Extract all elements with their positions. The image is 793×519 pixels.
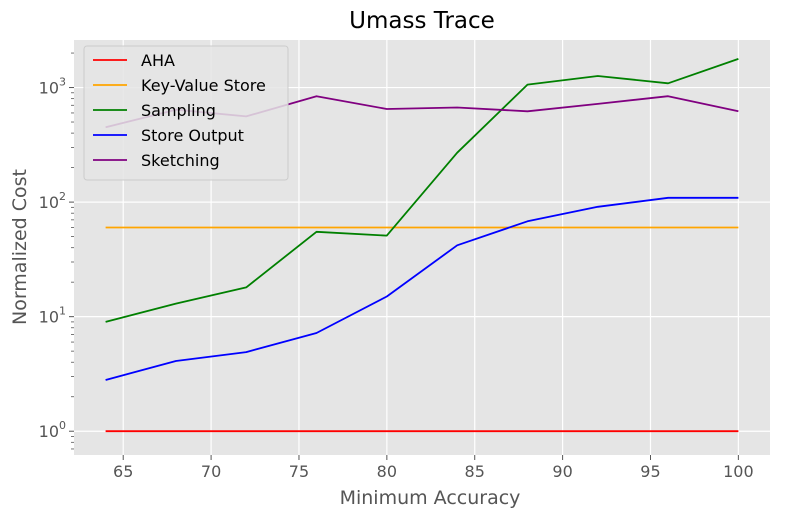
y-tick-label: 103: [39, 76, 66, 98]
x-tick-label: 95: [640, 462, 660, 481]
series-line-sampling: [105, 58, 739, 323]
legend-label-store-output: Store Output: [141, 126, 244, 145]
legend-label-sketching: Sketching: [141, 151, 220, 170]
y-tick-label: 101: [39, 305, 66, 327]
x-tick-label: 75: [289, 462, 309, 481]
y-axis-ticks: 100 101 102 103: [39, 52, 74, 450]
x-tick-label: 90: [552, 462, 572, 481]
y-axis-label: Normalized Cost: [9, 169, 31, 325]
y-tick-label: 100: [39, 419, 66, 441]
legend-label-aha: AHA: [141, 51, 175, 70]
x-axis-ticks: 65 70 75 80 85 90 95 100: [113, 455, 754, 481]
x-tick-label: 70: [201, 462, 221, 481]
legend-label-sampling: Sampling: [141, 101, 216, 120]
legend-label-key-value-store: Key-Value Store: [141, 76, 266, 95]
y-tick-label: 102: [39, 190, 66, 212]
x-tick-label: 100: [723, 462, 754, 481]
x-tick-label: 65: [113, 462, 133, 481]
series-line-store-output: [105, 196, 739, 381]
legend: AHA Key-Value Store Sampling Store Output Sk…: [83, 45, 289, 181]
legend-box: [83, 45, 289, 181]
x-axis-label: Minimum Accuracy: [340, 487, 521, 509]
x-tick-label: 80: [377, 462, 397, 481]
chart-title: Umass Trace: [349, 8, 495, 34]
series-lines: [105, 58, 739, 433]
x-tick-label: 85: [465, 462, 485, 481]
